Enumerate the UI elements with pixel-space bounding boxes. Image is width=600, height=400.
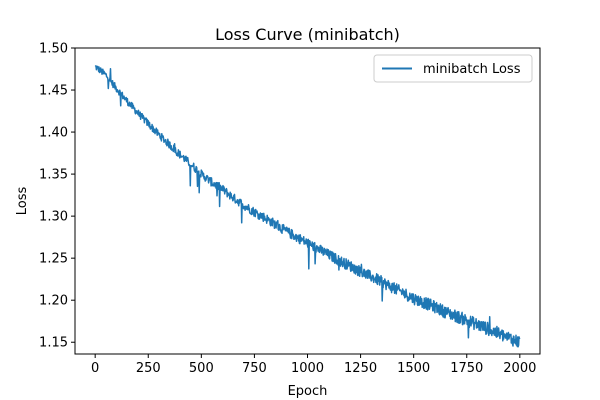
x-tick-label: 1250 [344,361,377,376]
y-tick-label: 1.45 [39,84,68,99]
y-axis-label: Loss [15,187,30,216]
y-tick-label: 1.25 [39,252,68,267]
x-tick-label: 1500 [397,361,430,376]
x-axis-label: Epoch [288,384,328,399]
x-tick-label: 250 [136,361,161,376]
y-tick-label: 1.40 [39,126,68,141]
x-tick-label: 2000 [503,361,536,376]
y-tick-label: 1.30 [39,210,68,225]
y-tick-label: 1.15 [39,336,68,351]
y-tick-label: 1.20 [39,294,68,309]
y-axis-ticks: 1.15 1.20 1.25 1.30 1.35 1.40 1.45 1.50 [39,42,75,351]
x-tick-label: 1750 [450,361,483,376]
x-tick-label: 750 [242,361,267,376]
plot-area [74,47,541,355]
series-layer [94,64,521,348]
legend: minibatch Loss [373,54,533,83]
x-tick-label: 1000 [291,361,324,376]
chart-title: Loss Curve (minibatch) [215,25,400,44]
x-tick-label: 500 [189,361,214,376]
y-tick-label: 1.50 [39,42,68,57]
y-tick-label: 1.35 [39,168,68,183]
series-line [94,64,521,348]
x-axis-ticks: 0 250 500 750 1000 1250 1500 1750 2000 [91,354,536,376]
plot-frame [74,47,541,355]
x-tick-label: 0 [91,361,99,376]
legend-label: minibatch Loss [423,62,521,77]
legend-box [373,54,533,83]
